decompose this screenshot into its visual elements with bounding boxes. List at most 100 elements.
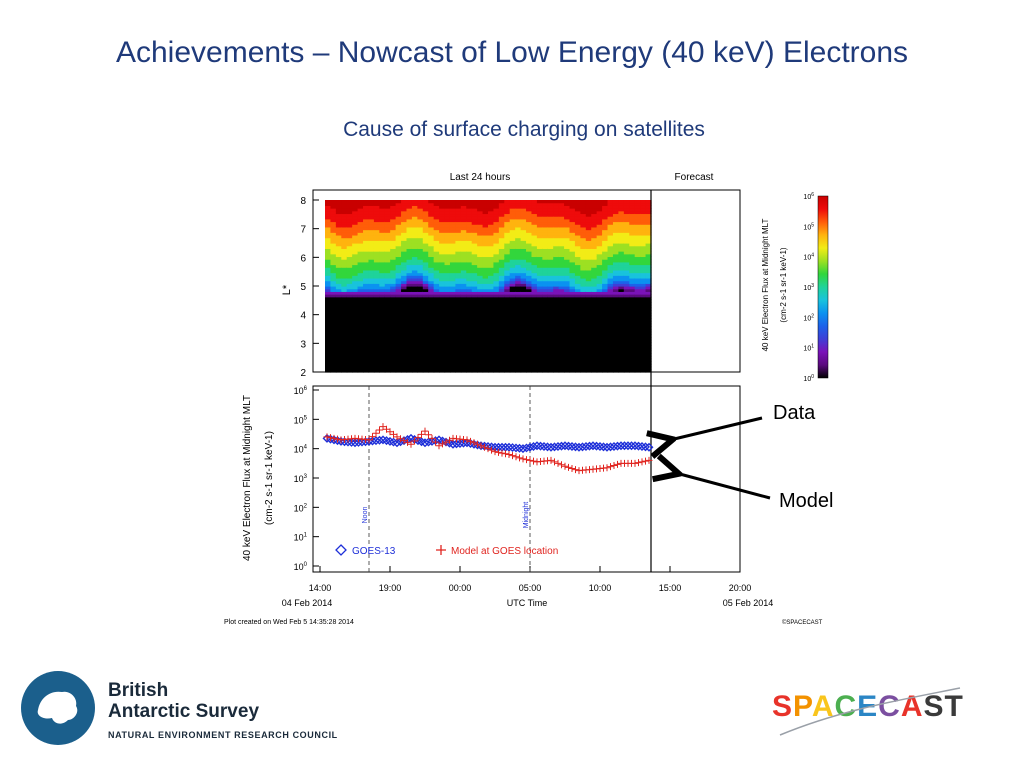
heatmap-cell (422, 345, 429, 349)
heatmap-cell (640, 264, 647, 268)
heatmap-cell (585, 229, 592, 233)
heatmap-cell (379, 329, 386, 333)
heatmap-cell (428, 296, 435, 301)
heatmap-cell (504, 224, 511, 228)
heatmap-cell (585, 243, 592, 247)
heatmap-cell (580, 342, 587, 346)
heatmap-cell (602, 234, 609, 239)
heatmap-cell (422, 334, 429, 338)
heatmap-cell (574, 280, 581, 284)
heatmap-cell (623, 355, 630, 360)
heatmap-cell (428, 361, 435, 365)
heatmap-cell (466, 294, 473, 298)
heatmap-ytick-label: 4 (300, 311, 306, 322)
heatmap-cell (439, 294, 446, 298)
heatmap-cell (498, 304, 505, 309)
heatmap-cell (335, 345, 342, 349)
heatmap-cell (417, 205, 424, 209)
heatmap-cell (591, 337, 598, 341)
heatmap-cell (602, 296, 609, 301)
heatmap-cell (335, 283, 342, 287)
heatmap-cell (580, 259, 587, 263)
heatmap-cell (623, 296, 630, 301)
model-point (372, 429, 380, 437)
heatmap-cell (536, 312, 543, 317)
heatmap-cell (629, 224, 636, 228)
heatmap-cell (634, 291, 641, 295)
heatmap-cell (395, 286, 402, 290)
heatmap-cell (406, 253, 413, 258)
heatmap-cell (564, 286, 571, 290)
heatmap-cell (373, 342, 380, 346)
heatmap-cell (515, 226, 522, 231)
heatmap-cell (363, 320, 370, 325)
heatmap-cell (515, 323, 522, 327)
heatmap-cell (482, 310, 489, 314)
heatmap-cell (585, 208, 592, 212)
heatmap-cell (509, 208, 516, 212)
heatmap-cell (325, 226, 332, 231)
heatmap-cell (531, 315, 538, 319)
heatmap-cell (618, 334, 625, 338)
heatmap-cell (645, 312, 652, 317)
heatmap-cell (411, 337, 418, 341)
heatmap-cell (444, 358, 451, 362)
heatmap-cell (422, 277, 429, 282)
heatmap-cell (384, 345, 391, 349)
heatmap-cell (325, 221, 332, 225)
heatmap-cell (618, 304, 625, 309)
heatmap-cell (477, 299, 484, 303)
heatmap-cell (645, 240, 652, 244)
heatmap-cell (574, 259, 581, 263)
heatmap-cell (466, 361, 473, 365)
heatmap-cell (536, 261, 543, 266)
heatmap-cell (645, 347, 652, 352)
heatmap-cell (466, 221, 473, 225)
heatmap-cell (471, 304, 478, 309)
heatmap-cell (618, 326, 625, 330)
heatmap-cell (607, 334, 614, 338)
heatmap-cell (444, 200, 451, 204)
heatmap-cell (629, 369, 636, 373)
heatmap-cell (634, 299, 641, 303)
heatmap-cell (379, 326, 386, 330)
heatmap-cell (357, 218, 364, 223)
heatmap-cell (363, 232, 370, 236)
heatmap-cell (341, 245, 348, 249)
heatmap-cell (547, 339, 554, 344)
heatmap-cell (634, 221, 641, 225)
heatmap-cell (455, 288, 462, 292)
model-callout: Model (779, 490, 834, 512)
heatmap-cell (585, 299, 592, 303)
heatmap-cell (428, 310, 435, 314)
heatmap-cell (455, 337, 462, 341)
heatmap-cell (395, 307, 402, 311)
heatmap-cell (645, 288, 652, 292)
model-point (323, 433, 331, 441)
heatmap-cell (574, 353, 581, 357)
heatmap-cell (553, 269, 560, 274)
heatmap-cell (629, 226, 636, 231)
heatmap-cell (640, 291, 647, 295)
heatmap-cell (406, 369, 413, 373)
heatmap-cell (395, 318, 402, 322)
heatmap-cell (623, 358, 630, 362)
heatmap-cell (645, 296, 652, 301)
heatmap-cell (477, 326, 484, 330)
heatmap-cell (623, 256, 630, 260)
heatmap-cell (428, 253, 435, 258)
heatmap-cell (352, 312, 359, 317)
heatmap-cell (574, 345, 581, 349)
heatmap-cell (439, 275, 446, 279)
heatmap-cell (585, 296, 592, 301)
heatmap-cell (341, 237, 348, 241)
heatmap-cell (417, 210, 424, 215)
heatmap-cell (379, 355, 386, 360)
heatmap-cell (411, 342, 418, 346)
heatmap-cell (536, 299, 543, 303)
heatmap-ytick-label: 6 (300, 253, 306, 264)
heatmap-cell (645, 275, 652, 279)
heatmap-cell (346, 302, 353, 306)
heatmap-cell (422, 318, 429, 322)
